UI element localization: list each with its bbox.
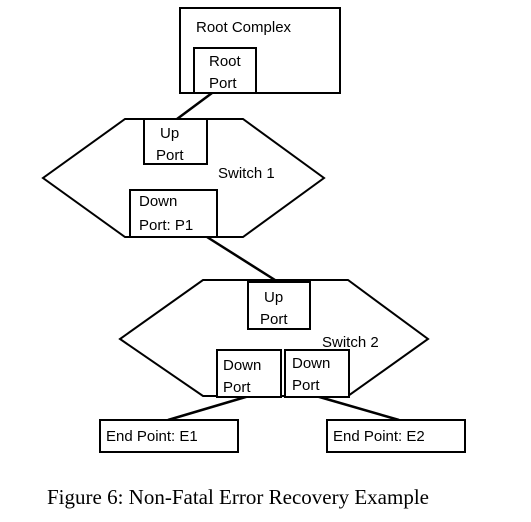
switch-1: Switch 1 Up Port Down Port: P1	[41, 118, 326, 238]
root-complex-label: Root Complex	[196, 19, 292, 36]
switch-2-down-port-left: Down Port	[216, 349, 282, 398]
switch-2: Switch 2 Up Port Down Port Down Port	[118, 279, 430, 398]
switch-2-label: Switch 2	[322, 334, 379, 351]
root-port-label-line1: Root	[209, 53, 242, 70]
switch-2-up-port-line1: Up	[264, 289, 283, 306]
link-switch2-to-e1	[167, 394, 250, 422]
switch-2-down-port-right: Down Port	[284, 349, 350, 398]
switch-2-up-port-line2: Port	[260, 311, 288, 328]
switch-1-up-port-line1: Up	[160, 125, 179, 142]
endpoint-e1: End Point: E1	[99, 419, 239, 453]
switch-1-down-port-p1: Down Port: P1	[129, 189, 218, 238]
switch-1-up-port: Up Port	[143, 118, 208, 165]
switch-2-down-port-right-line2: Port	[292, 377, 320, 394]
endpoint-e2-label: End Point: E2	[333, 428, 425, 445]
switch-1-down-port-line2: Port: P1	[139, 217, 193, 234]
switch-2-up-port: Up Port	[247, 281, 311, 330]
switch-1-label: Switch 1	[218, 165, 275, 182]
switch-2-down-port-right-line1: Down	[292, 355, 330, 372]
link-root-to-switch1	[176, 91, 213, 121]
root-port-label-line2: Port	[209, 75, 237, 92]
switch-1-up-port-line2: Port	[156, 147, 184, 164]
root-port: Root Port	[193, 47, 257, 94]
endpoint-e2: End Point: E2	[326, 419, 466, 453]
link-switch2-to-e2	[315, 394, 400, 422]
link-switch1-to-switch2	[206, 235, 276, 282]
figure-caption: Figure 6: Non-Fatal Error Recovery Examp…	[47, 485, 429, 509]
switch-2-down-port-left-line2: Port	[223, 379, 251, 396]
switch-1-down-port-line1: Down	[139, 193, 177, 210]
root-complex: Root Complex Root Port	[179, 7, 341, 94]
switch-2-down-port-left-line1: Down	[223, 357, 261, 374]
endpoint-e1-label: End Point: E1	[106, 428, 198, 445]
